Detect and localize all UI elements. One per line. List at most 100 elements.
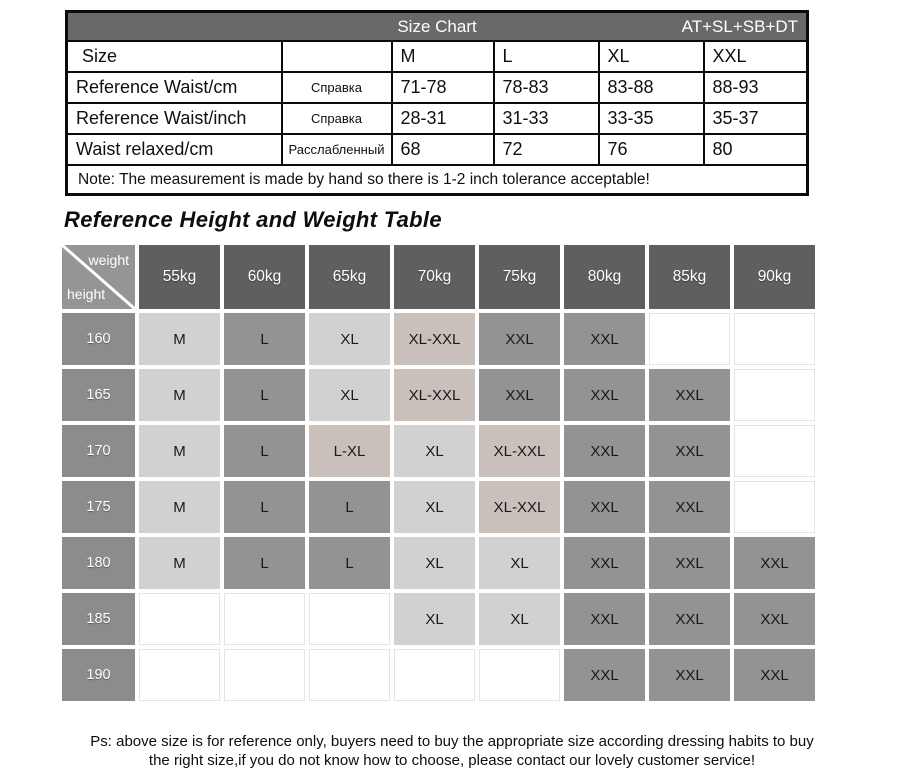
size-cell: XL xyxy=(394,593,475,645)
row-label-ru: Справка xyxy=(280,102,393,135)
size-cell: XXL xyxy=(649,649,730,701)
height-weight-heading: Reference Height and Weight Table xyxy=(64,207,442,232)
size-cell: XL xyxy=(309,369,390,421)
size-cell: XL-XXL xyxy=(479,425,560,477)
size-cell: L xyxy=(224,313,305,365)
weight-header-cell: 75kg xyxy=(479,245,560,309)
weight-header-cell: 55kg xyxy=(139,245,220,309)
weight-header-cell: 70kg xyxy=(394,245,475,309)
value-cell: 83-88 xyxy=(597,71,705,104)
size-chart-header-bar: Size Chart AT+SL+SB+DT xyxy=(65,10,809,42)
size-cell: L xyxy=(224,537,305,589)
size-cell: XXL xyxy=(564,649,645,701)
size-cell xyxy=(224,593,305,645)
size-cell xyxy=(649,313,730,365)
value-cell: 80 xyxy=(702,133,809,166)
diagonal-divider-line xyxy=(62,245,135,309)
value-cell: 33-35 xyxy=(597,102,705,135)
size-cell: XXL xyxy=(649,481,730,533)
size-cell: XXL xyxy=(649,425,730,477)
table-row-waist-inch: Reference Waist/inch Справка 28-31 31-33… xyxy=(65,102,809,135)
size-cell: XXL xyxy=(564,369,645,421)
height-label-cell: 160 xyxy=(62,313,135,365)
value-cell: 88-93 xyxy=(702,71,809,104)
corner-height-label: height xyxy=(67,286,106,302)
size-col-xxl: XXL xyxy=(702,40,809,73)
size-cell: XXL xyxy=(564,593,645,645)
weight-header-cell: 85kg xyxy=(649,245,730,309)
size-row-ru xyxy=(280,40,393,73)
size-cell xyxy=(734,481,815,533)
size-cell xyxy=(309,649,390,701)
size-cell xyxy=(394,649,475,701)
row-label-ru: Справка xyxy=(280,71,393,104)
header-bar-inner: Size Chart AT+SL+SB+DT xyxy=(69,13,806,39)
value-cell: 68 xyxy=(390,133,495,166)
weight-header-cell: 90kg xyxy=(734,245,815,309)
size-cell: L xyxy=(309,537,390,589)
footer-line-1: Ps: above size is for reference only, bu… xyxy=(90,733,814,750)
size-cell xyxy=(734,369,815,421)
size-cell: XL xyxy=(394,481,475,533)
value-cell: 28-31 xyxy=(390,102,495,135)
size-cell: XXL xyxy=(649,537,730,589)
size-cell xyxy=(224,649,305,701)
size-cell: M xyxy=(139,537,220,589)
footer-line-2: the right size,if you do not know how to… xyxy=(148,752,756,769)
size-col-xl: XL xyxy=(597,40,705,73)
size-row-label: Size xyxy=(65,40,283,73)
value-cell: 76 xyxy=(597,133,705,166)
size-cell: XXL xyxy=(734,649,815,701)
weight-header-cell: 60kg xyxy=(224,245,305,309)
row-label-ru: Расслабленный xyxy=(280,133,393,166)
size-cell: L xyxy=(224,425,305,477)
size-row: Size M L XL XXL xyxy=(65,40,809,73)
height-weight-grid: weight height 55kg 60kg 65kg 70kg 75kg 80kg 85… xyxy=(62,245,815,701)
size-chart-header-row: Size Chart AT+SL+SB+DT xyxy=(65,10,809,42)
size-col-l: L xyxy=(492,40,600,73)
matrix-corner-cell: weight height xyxy=(62,245,135,309)
size-cell: XL-XXL xyxy=(394,369,475,421)
value-cell: 72 xyxy=(492,133,600,166)
size-chart-table: Size Chart AT+SL+SB+DT Size M L XL XXL R… xyxy=(65,10,810,196)
size-cell: XL xyxy=(394,537,475,589)
value-cell: 31-33 xyxy=(492,102,600,135)
size-chart-title: Size Chart xyxy=(397,16,477,36)
measurement-note: Note: The measurement is made by hand so… xyxy=(65,164,809,196)
size-cell: M xyxy=(139,481,220,533)
size-cell: XXL xyxy=(479,369,560,421)
weight-header-cell: 65kg xyxy=(309,245,390,309)
corner-weight-label: weight xyxy=(88,252,129,268)
size-cell: L xyxy=(224,369,305,421)
row-label: Reference Waist/inch xyxy=(65,102,283,135)
size-cell xyxy=(309,593,390,645)
value-cell: 35-37 xyxy=(702,102,809,135)
table-row-waist-relaxed: Waist relaxed/cm Расслабленный 68 72 76 … xyxy=(65,133,809,166)
size-cell: XXL xyxy=(649,369,730,421)
value-cell: 78-83 xyxy=(492,71,600,104)
size-cell xyxy=(139,649,220,701)
size-cell xyxy=(479,649,560,701)
height-label-cell: 185 xyxy=(62,593,135,645)
size-cell: XXL xyxy=(649,593,730,645)
height-label-cell: 180 xyxy=(62,537,135,589)
height-label-cell: 170 xyxy=(62,425,135,477)
size-cell: XXL xyxy=(564,425,645,477)
footer-note: Ps: above size is for reference only, bu… xyxy=(0,732,904,770)
value-cell: 71-78 xyxy=(390,71,495,104)
size-cell: XXL xyxy=(734,537,815,589)
size-cell: XL xyxy=(479,537,560,589)
size-cell: XL-XXL xyxy=(479,481,560,533)
size-cell: XXL xyxy=(564,481,645,533)
row-label: Reference Waist/cm xyxy=(65,71,283,104)
size-cell: XL xyxy=(479,593,560,645)
note-row: Note: The measurement is made by hand so… xyxy=(65,164,809,196)
height-label-cell: 175 xyxy=(62,481,135,533)
size-cell xyxy=(139,593,220,645)
size-cell: M xyxy=(139,313,220,365)
size-cell: XL-XXL xyxy=(394,313,475,365)
height-label-cell: 190 xyxy=(62,649,135,701)
size-col-m: M xyxy=(390,40,495,73)
size-cell: M xyxy=(139,369,220,421)
